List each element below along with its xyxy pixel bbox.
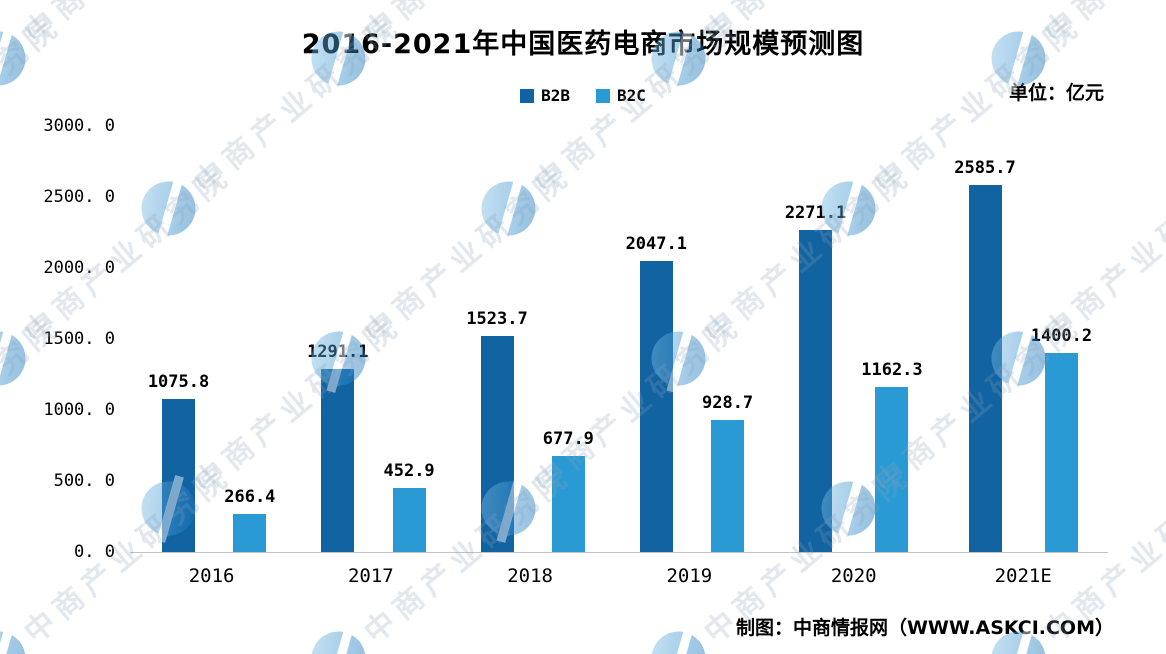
legend-item-b2c: B2C — [596, 86, 646, 105]
group-bars: 2585.7 1400.2 — [954, 126, 1092, 552]
group-bars: 2047.1 928.7 — [626, 126, 753, 552]
bar-column: 1523.7 — [466, 308, 528, 552]
bar-column: 1400.2 — [1031, 326, 1092, 552]
bar-b2c-2017 — [392, 487, 426, 552]
chart-legend: B2B B2C — [0, 86, 1166, 105]
x-axis-label-2019: 2019 — [666, 565, 713, 587]
bar-column: 2585.7 — [954, 157, 1016, 552]
bar-column: 1162.3 — [861, 359, 923, 552]
legend-swatch-b2b — [520, 88, 535, 103]
bar-value-label-b2b-2019: 2047.1 — [625, 234, 687, 255]
bar-group-2017: 1291.1 452.9 2017 — [307, 126, 435, 587]
bar-column: 452.9 — [383, 460, 435, 552]
bar-column: 928.7 — [702, 393, 753, 552]
bar-value-label-b2c-2019: 928.7 — [701, 393, 754, 414]
y-tick-label: 3000. 0 — [43, 116, 115, 136]
y-tick-label: 0. 0 — [74, 542, 115, 562]
bar-b2c-2019 — [711, 420, 745, 552]
bar-b2b-2018 — [480, 335, 514, 552]
bar-b2c-2018 — [551, 455, 585, 552]
bar-b2b-2017 — [321, 368, 355, 552]
bar-column: 2047.1 — [626, 234, 687, 552]
bar-group-2019: 2047.1 928.7 2019 — [626, 126, 754, 587]
bar-group-2021E: 2585.7 1400.2 2021E — [954, 126, 1092, 587]
chart-title: 2016-2021年中国医药电商市场规模预测图 — [301, 29, 865, 60]
x-axis-label-2021E: 2021E — [994, 565, 1052, 587]
bar-value-label-b2b-2018: 1523.7 — [466, 308, 528, 329]
legend-item-b2b: B2B — [520, 86, 570, 105]
bar-b2b-2021E — [968, 184, 1002, 552]
bar-b2b-2020 — [799, 229, 833, 552]
legend-label-b2c: B2C — [617, 86, 646, 105]
unit-label: 单位：亿元 — [1008, 82, 1104, 104]
legend-swatch-b2c — [596, 88, 610, 103]
y-axis: 0. 0 500. 0 1000. 0 1500. 0 2000. 0 2500. 0 30… — [20, 116, 115, 562]
y-tick-label: 2000. 0 — [43, 258, 115, 278]
bar-b2b-2016 — [162, 399, 196, 552]
group-bars: 2271.1 1162.3 — [785, 126, 923, 552]
bar-value-label-b2b-2020: 2271.1 — [784, 202, 847, 223]
bar-group-2016: 1075.8 266.4 2016 — [148, 126, 276, 587]
group-bars: 1291.1 452.9 — [307, 126, 435, 552]
x-axis-label-2017: 2017 — [347, 565, 394, 587]
x-axis-label-2018: 2018 — [507, 565, 553, 587]
y-tick-label: 1500. 0 — [43, 329, 115, 349]
x-axis-label-2020: 2020 — [830, 565, 877, 587]
y-tick-label: 2500. 0 — [43, 187, 115, 207]
bar-value-label-b2b-2021E: 2585.7 — [954, 157, 1016, 178]
bar-value-label-b2c-2016: 266.4 — [224, 487, 276, 508]
y-tick-label: 1000. 0 — [43, 400, 115, 420]
bar-value-label-b2c-2018: 677.9 — [542, 428, 594, 449]
bar-column: 266.4 — [224, 487, 275, 552]
bar-group-2020: 2271.1 1162.3 2020 — [785, 126, 923, 587]
bar-value-label-b2c-2021E: 1400.2 — [1030, 326, 1093, 347]
bar-column: 677.9 — [543, 429, 594, 552]
bar-value-label-b2c-2017: 452.9 — [383, 460, 435, 481]
bar-groups: 1075.8 266.4 2016 1291.1 452.9 2017 1523.7 677.… — [132, 126, 1108, 587]
plot-area: 0. 0 500. 0 1000. 0 1500. 0 2000. 0 2500. 0 30… — [0, 116, 1166, 626]
bar-group-2018: 1523.7 677.9 2018 — [466, 126, 594, 587]
source-note: 制图：中商情报网（WWW.ASKCI.COM） — [735, 617, 1114, 639]
bar-column: 2271.1 — [785, 203, 846, 552]
bar-b2c-2016 — [233, 514, 267, 552]
bar-column: 1291.1 — [307, 342, 368, 552]
group-bars: 1075.8 266.4 — [148, 126, 275, 552]
y-tick-label: 500. 0 — [53, 471, 115, 491]
legend-label-b2b: B2B — [541, 86, 570, 105]
bar-b2c-2021E — [1044, 353, 1078, 552]
bar-value-label-b2b-2017: 1291.1 — [307, 341, 369, 362]
bar-b2c-2020 — [875, 386, 909, 552]
x-axis-baseline — [130, 552, 1108, 553]
group-bars: 1523.7 677.9 — [466, 126, 594, 552]
bar-value-label-b2b-2016: 1075.8 — [147, 372, 210, 393]
x-axis-label-2016: 2016 — [188, 565, 235, 587]
bar-value-label-b2c-2020: 1162.3 — [861, 359, 923, 380]
bar-column: 1075.8 — [148, 372, 209, 552]
bar-b2b-2019 — [639, 261, 673, 552]
